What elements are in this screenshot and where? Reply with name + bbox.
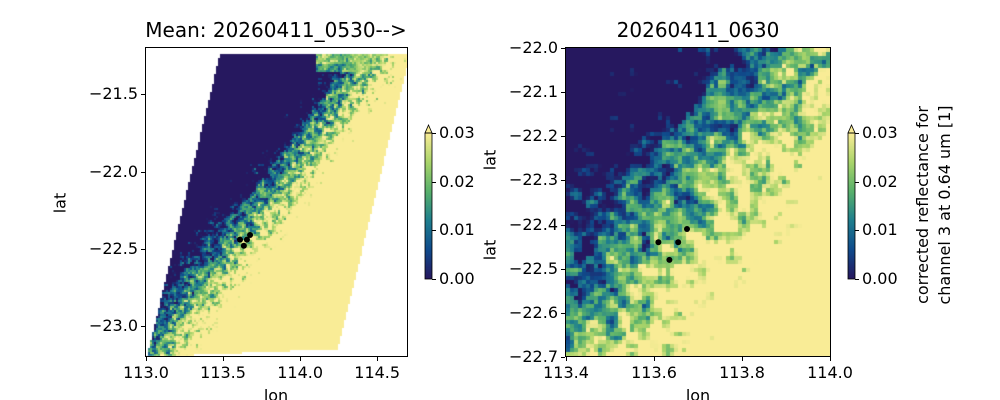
colorbar-tick-label: 0.03 xyxy=(439,123,475,142)
colorbar-tick-mark xyxy=(855,279,859,280)
right-colorbar-extend-arrow xyxy=(847,124,856,134)
x-tick-mark xyxy=(300,357,302,361)
y-tick-mark xyxy=(561,224,565,226)
y-tick-label: −22.0 xyxy=(88,161,138,181)
left-axes-frame xyxy=(145,47,408,357)
y-tick-mark xyxy=(141,94,145,96)
y-tick-mark xyxy=(561,48,565,49)
right-plot-title: 20260411_0630 xyxy=(616,18,780,42)
y-tick-mark xyxy=(141,326,145,328)
x-tick-label: 114.0 xyxy=(277,363,324,382)
y-tick-mark xyxy=(561,312,565,314)
y-tick-label: −23.0 xyxy=(88,316,138,336)
colorbar-tick-label: 0.00 xyxy=(439,269,475,288)
colorbar-tick-mark xyxy=(432,133,436,134)
y-tick-mark xyxy=(561,268,565,270)
y-tick-label: −22.3 xyxy=(508,170,558,190)
right-colorbar-frame xyxy=(847,132,856,280)
left-colorbar-extend-arrow xyxy=(424,124,433,134)
x-tick-mark xyxy=(223,357,225,361)
scatter-point xyxy=(684,225,690,232)
scatter-point xyxy=(243,236,250,243)
right-colorbar xyxy=(848,133,855,279)
x-tick-label: 113.8 xyxy=(719,363,765,382)
x-tick-mark xyxy=(830,357,831,361)
right-xlabel: lon xyxy=(685,386,711,400)
right-heatmap xyxy=(566,48,830,357)
x-tick-label: 113.5 xyxy=(200,363,246,382)
colorbar-tick-mark xyxy=(855,181,859,183)
y-tick-label: −22.4 xyxy=(508,214,558,234)
scatter-point xyxy=(666,256,673,263)
y-tick-mark xyxy=(561,357,565,358)
x-tick-mark xyxy=(566,357,567,361)
colorbar-tick-mark xyxy=(855,133,859,134)
y-tick-label: −22.6 xyxy=(508,302,558,322)
colorbar-tick-mark xyxy=(432,181,436,183)
left-colorbar-frame xyxy=(424,132,433,280)
colorbar-tick-mark xyxy=(432,279,436,280)
colorbar-tick-label: 0.01 xyxy=(862,220,898,240)
x-tick-mark xyxy=(377,357,379,361)
y-tick-label: −22.2 xyxy=(508,126,558,146)
colorbar-tick-label: 0.01 xyxy=(439,220,475,240)
x-tick-mark xyxy=(146,357,147,361)
scatter-point xyxy=(247,231,254,238)
colorbar-tick-label: 0.02 xyxy=(439,171,475,191)
x-tick-label: 113.0 xyxy=(123,363,169,382)
left-xlabel: lon xyxy=(263,386,289,400)
x-tick-label: 114.0 xyxy=(807,363,853,382)
colorbar-tick-mark xyxy=(855,230,859,232)
y-tick-mark xyxy=(141,248,145,250)
y-tick-mark xyxy=(561,136,565,138)
scatter-point xyxy=(655,239,662,246)
x-tick-label: 113.6 xyxy=(631,363,677,382)
scatter-point xyxy=(675,239,682,246)
x-tick-mark xyxy=(654,357,655,361)
left-colorbar xyxy=(425,133,432,279)
x-tick-label: 113.4 xyxy=(543,363,589,382)
colorbar-tick-label: 0.02 xyxy=(862,171,898,191)
colorbar-tick-label: 0.03 xyxy=(862,123,898,142)
y-tick-label: −21.5 xyxy=(88,84,138,104)
y-tick-mark xyxy=(561,92,565,94)
scatter-point xyxy=(237,236,244,243)
y-tick-mark xyxy=(141,171,145,173)
y-tick-label: −22.7 xyxy=(508,347,558,366)
y-tick-label: −22.0 xyxy=(508,38,558,57)
left-plot-title: Mean: 20260411_0530--> xyxy=(145,18,407,42)
y-tick-label: −22.5 xyxy=(88,238,138,258)
colorbar-tick-label: 0.00 xyxy=(862,269,898,288)
y-tick-label: −22.5 xyxy=(508,258,558,278)
x-tick-label: 114.5 xyxy=(354,363,401,382)
scatter-point xyxy=(240,242,247,249)
right-axes-frame xyxy=(565,47,831,357)
y-tick-mark xyxy=(561,180,565,182)
left-heatmap xyxy=(146,48,408,357)
colorbar-tick-mark xyxy=(432,230,436,232)
y-tick-label: −22.1 xyxy=(508,82,558,102)
x-tick-mark xyxy=(742,357,743,361)
